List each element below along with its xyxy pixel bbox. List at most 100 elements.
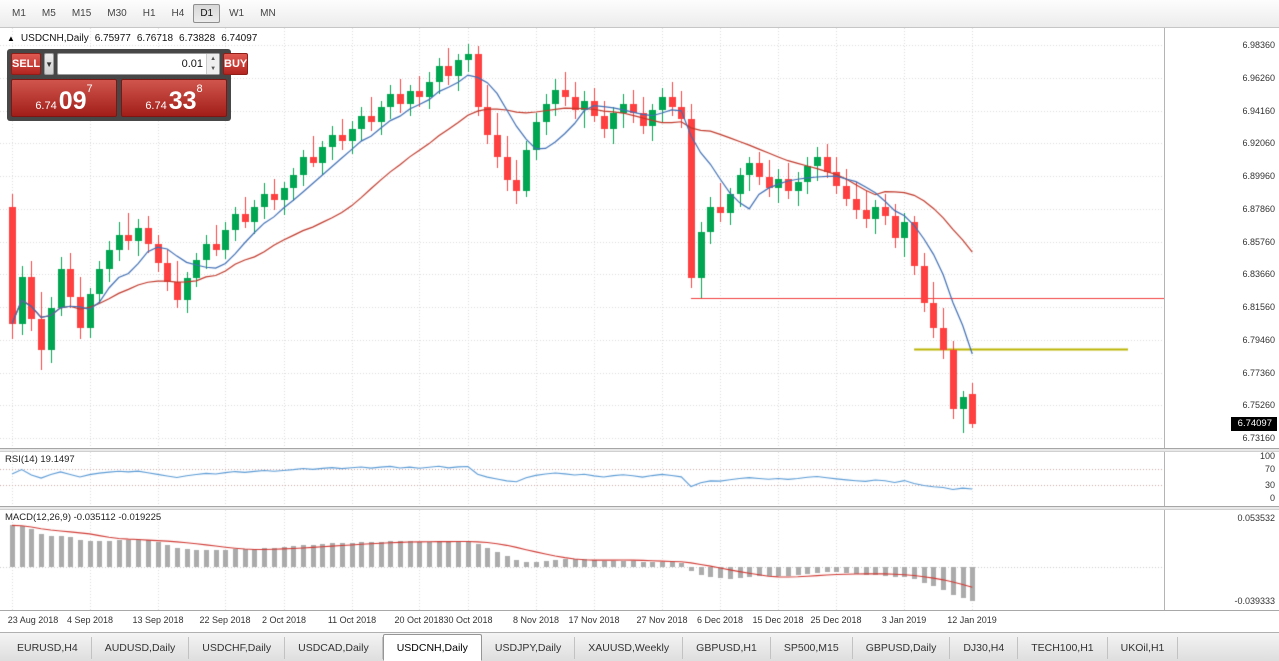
current-price-badge: 6.74097 bbox=[1230, 417, 1277, 431]
chart-low-value: 6.73828 bbox=[179, 33, 216, 44]
rsi-label: RSI(14) 19.1497 bbox=[5, 454, 75, 465]
chart-symbol-period: USDCNH,Daily bbox=[20, 33, 89, 44]
price-axis-label: 6.79460 bbox=[1242, 335, 1275, 345]
price-axis-label: 6.83660 bbox=[1242, 269, 1275, 279]
volume-dropdown-button[interactable]: ▼ bbox=[44, 53, 55, 75]
date-axis-label: 25 Dec 2018 bbox=[810, 615, 862, 625]
symbol-tab-usdjpy-daily[interactable]: USDJPY,Daily bbox=[482, 637, 576, 659]
timeframe-button-d1[interactable]: D1 bbox=[193, 4, 221, 23]
symbol-tab-audusd-daily[interactable]: AUDUSD,Daily bbox=[92, 637, 190, 659]
timeframe-button-h1[interactable]: H1 bbox=[142, 8, 156, 19]
symbol-tab-xauusd-weekly[interactable]: XAUUSD,Weekly bbox=[575, 637, 684, 659]
rsi-axis-label: 30 bbox=[1264, 480, 1275, 490]
pane-splitter[interactable] bbox=[0, 448, 1279, 452]
date-axis-label: 27 Nov 2018 bbox=[636, 615, 688, 625]
price-axis-label: 6.87860 bbox=[1242, 204, 1275, 214]
symbol-tab-gbpusd-h1[interactable]: GBPUSD,H1 bbox=[683, 637, 771, 659]
ask-price-major: 6.74 bbox=[145, 100, 167, 112]
timeframe-button-m1[interactable]: M1 bbox=[12, 8, 26, 19]
pane-splitter[interactable] bbox=[0, 506, 1279, 510]
volume-increase-button[interactable]: ▲ bbox=[207, 54, 220, 64]
price-axis-label: 6.98360 bbox=[1242, 40, 1275, 50]
date-axis-label: 6 Dec 2018 bbox=[696, 615, 744, 625]
rsi-indicator-pane: RSI(14) 19.1497 100 70 30 0 bbox=[0, 451, 1279, 506]
bid-price-display[interactable]: 6.74 09 7 bbox=[11, 79, 117, 117]
price-chart-pane: ▲ USDCNH,Daily 6.75977 6.76718 6.73828 6… bbox=[0, 28, 1279, 448]
chart-high-value: 6.76718 bbox=[136, 33, 174, 44]
buy-button[interactable]: BUY bbox=[223, 53, 249, 75]
date-axis-label: 8 Nov 2018 bbox=[512, 615, 560, 625]
symbol-tab-dj30-h4[interactable]: DJ30,H4 bbox=[950, 637, 1019, 659]
timeframe-button-w1[interactable]: W1 bbox=[229, 8, 245, 19]
timeframe-toolbar: M1 M5 M15 M30 H1 H4 D1 W1 MN bbox=[0, 0, 1279, 28]
bid-price-point: 7 bbox=[86, 83, 93, 95]
price-axis-label: 6.89960 bbox=[1242, 171, 1275, 181]
volume-stepper: ▲ ▼ bbox=[206, 54, 220, 74]
bid-price-major: 6.74 bbox=[35, 100, 57, 112]
symbol-tab-ukoil-h1[interactable]: UKOil,H1 bbox=[1108, 637, 1179, 659]
price-axis-label: 6.85760 bbox=[1242, 237, 1275, 247]
date-axis-label: 4 Sep 2018 bbox=[66, 615, 114, 625]
ask-price-pips: 33 bbox=[168, 87, 197, 115]
timeframe-button-m5[interactable]: M5 bbox=[41, 8, 56, 19]
date-axis-label: 22 Sep 2018 bbox=[199, 615, 251, 625]
date-axis-label: 15 Dec 2018 bbox=[752, 615, 804, 625]
symbol-tab-usdchf-daily[interactable]: USDCHF,Daily bbox=[189, 637, 286, 659]
symbol-tab-sp500-m15[interactable]: SP500,M15 bbox=[771, 637, 853, 659]
price-axis[interactable]: 6.74097 6.98360 6.96260 6.94160 6.92060 6.89… bbox=[1164, 28, 1279, 448]
macd-indicator-pane: MACD(12,26,9) -0.035112 -0.019225 0.0535… bbox=[0, 510, 1279, 610]
price-axis-label: 6.77360 bbox=[1242, 368, 1275, 378]
macd-axis-max: 0.053532 bbox=[1237, 513, 1275, 523]
price-axis-label: 6.92060 bbox=[1242, 138, 1275, 148]
date-axis-label: 12 Jan 2019 bbox=[947, 615, 997, 625]
date-axis-label: 17 Nov 2018 bbox=[568, 615, 620, 625]
volume-decrease-button[interactable]: ▼ bbox=[207, 64, 220, 74]
volume-input[interactable] bbox=[58, 54, 207, 74]
chart-open-value: 6.75977 bbox=[94, 33, 131, 44]
rsi-axis-label: 100 bbox=[1259, 451, 1275, 461]
price-axis-label: 6.81560 bbox=[1242, 302, 1275, 312]
timeframe-button-mn[interactable]: MN bbox=[260, 8, 276, 19]
bid-price-pips: 09 bbox=[58, 87, 87, 115]
chart-tabs-bar: EURUSD,H4 AUDUSD,Daily USDCHF,Daily USDCAD,… bbox=[0, 632, 1279, 661]
date-axis-label: 20 Oct 2018 bbox=[394, 615, 444, 625]
symbol-tab-usdcnh-daily[interactable]: USDCNH,Daily bbox=[382, 634, 482, 661]
symbol-tab-eurusd-h4[interactable]: EURUSD,H4 bbox=[4, 637, 92, 659]
chart-expand-icon[interactable]: ▲ bbox=[7, 34, 15, 43]
date-axis-label: 2 Oct 2018 bbox=[261, 615, 307, 625]
macd-axis-min: -0.039333 bbox=[1234, 596, 1275, 606]
date-axis-label: 30 Oct 2018 bbox=[443, 615, 493, 625]
price-axis-label: 6.96260 bbox=[1242, 73, 1275, 83]
macd-canvas[interactable] bbox=[0, 510, 1164, 610]
chart-tab-list: EURUSD,H4 AUDUSD,Daily USDCHF,Daily USDCAD,… bbox=[0, 633, 1279, 661]
sell-button[interactable]: SELL bbox=[11, 53, 42, 75]
price-axis-label: 6.94160 bbox=[1242, 106, 1275, 116]
chevron-down-icon: ▼ bbox=[45, 59, 54, 69]
date-axis-label: 11 Oct 2018 bbox=[327, 615, 377, 625]
rsi-axis[interactable]: 100 70 30 0 bbox=[1164, 451, 1279, 506]
price-axis-label: 6.75260 bbox=[1242, 400, 1275, 410]
chart-title: ▲ USDCNH,Daily 6.75977 6.76718 6.73828 6… bbox=[7, 33, 257, 44]
date-axis-label: 13 Sep 2018 bbox=[132, 615, 184, 625]
macd-label: MACD(12,26,9) -0.035112 -0.019225 bbox=[5, 512, 162, 523]
symbol-tab-tech100-h1[interactable]: TECH100,H1 bbox=[1018, 637, 1108, 659]
symbol-tab-gbpusd-daily[interactable]: GBPUSD,Daily bbox=[853, 637, 951, 659]
rsi-axis-label: 70 bbox=[1264, 464, 1275, 474]
date-axis[interactable]: 23 Aug 2018 4 Sep 2018 13 Sep 2018 22 Sep 2… bbox=[0, 610, 1279, 632]
timeframe-button-h4[interactable]: H4 bbox=[171, 8, 185, 19]
symbol-tab-usdcad-daily[interactable]: USDCAD,Daily bbox=[285, 637, 383, 659]
timeframe-button-group: M1 M5 M15 M30 H1 H4 D1 W1 MN bbox=[5, 4, 283, 23]
date-axis-label: 23 Aug 2018 bbox=[7, 615, 59, 625]
ask-price-point: 8 bbox=[196, 83, 203, 95]
price-axis-label: 6.73160 bbox=[1242, 433, 1275, 443]
ask-price-display[interactable]: 6.74 33 8 bbox=[121, 79, 227, 117]
rsi-canvas[interactable] bbox=[0, 452, 1164, 506]
date-axis-label: 3 Jan 2019 bbox=[881, 615, 927, 625]
one-click-trading-panel: SELL ▼ ▲ ▼ BUY 6.74 09 7 bbox=[7, 49, 249, 121]
timeframe-button-m15[interactable]: M15 bbox=[71, 8, 92, 19]
timeframe-button-m30[interactable]: M30 bbox=[107, 8, 127, 19]
macd-axis[interactable]: 0.053532 -0.039333 bbox=[1164, 510, 1279, 610]
volume-field: ▲ ▼ bbox=[57, 53, 221, 75]
rsi-axis-label: 0 bbox=[1269, 493, 1275, 503]
